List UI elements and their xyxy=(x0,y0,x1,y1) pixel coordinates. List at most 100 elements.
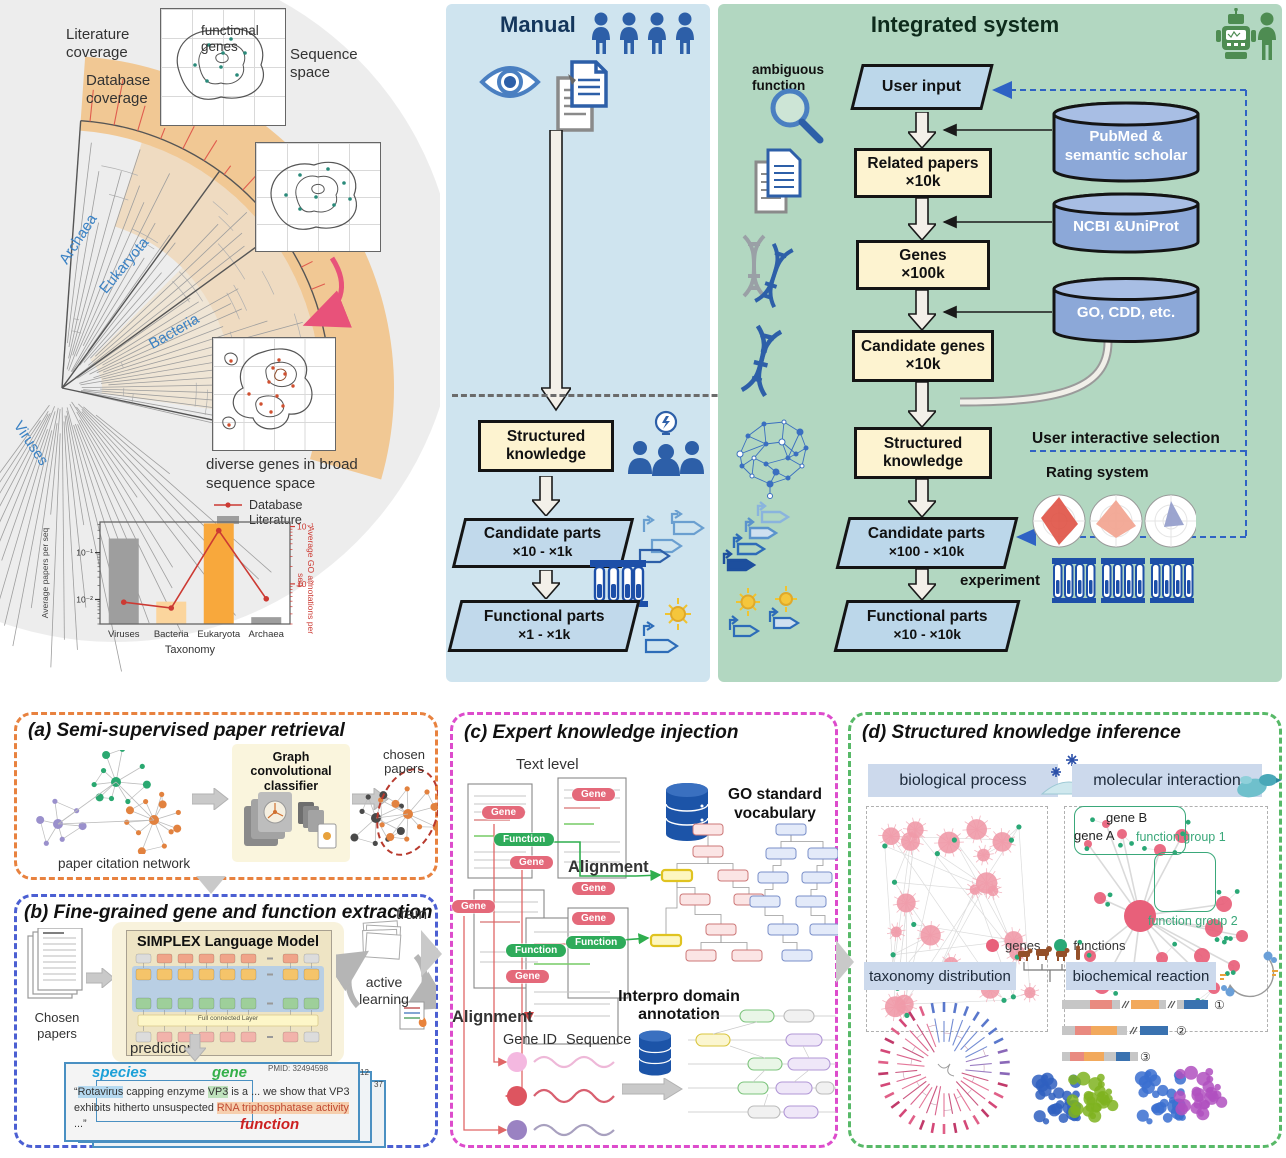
function-group-1-label: function group 1 xyxy=(1136,830,1226,844)
gene-pill: Gene xyxy=(506,970,550,983)
flow-arrow xyxy=(908,290,936,330)
gene-pill: Gene xyxy=(510,856,554,869)
manual-candidate-parts-label: Candidate parts xyxy=(484,524,602,542)
reaction-number-1: ① xyxy=(1214,998,1225,1012)
function-pill: Function xyxy=(506,944,567,957)
svg-text:10⁻¹: 10⁻¹ xyxy=(297,522,314,532)
go-db-label: GO, CDD, etc. xyxy=(1076,304,1176,321)
alignment-down-arrow xyxy=(524,1012,534,1022)
database-icon xyxy=(638,1030,672,1076)
candidate-genes-label: Candidate genes xyxy=(860,337,986,355)
svg-text:10⁻²: 10⁻² xyxy=(76,594,93,604)
protein-structure-1 xyxy=(1031,1071,1119,1125)
domain-annotation-graphic xyxy=(688,1009,836,1119)
gene-cluster-bars xyxy=(1062,1000,1208,1061)
quote-text: “Rotavirus capping enzyme VP3 is a ... w… xyxy=(74,1084,352,1133)
quote-mid1: capping enzyme xyxy=(123,1086,208,1098)
classifier-box: Graph convolutional classifier xyxy=(232,744,350,862)
gray-chevron-right xyxy=(421,930,442,977)
related-papers-label: Related papers xyxy=(867,154,979,172)
related-papers-count: ×10k xyxy=(905,173,941,190)
literature-coverage-label: Literature coverage xyxy=(66,26,130,61)
interpro-label: Interpro domain annotation xyxy=(618,988,740,1024)
function-tag: function xyxy=(240,1116,300,1133)
rating-system-label: Rating system xyxy=(1046,464,1149,481)
manual-functional-parts-label: Functional parts xyxy=(483,607,605,625)
gene-pill: Gene xyxy=(572,788,616,801)
svg-text:Bacteria: Bacteria xyxy=(154,629,190,640)
y-axis-label-right: Average GO annotations per seq xyxy=(296,525,316,635)
legend-database-label: Database xyxy=(249,497,303,512)
manual-functional-parts-box: Functional parts ×1 - ×1k xyxy=(447,600,641,652)
panel-c-title: (c) Expert knowledge injection xyxy=(464,722,739,743)
literature-bar-swatch xyxy=(217,515,239,524)
quote-mid2: is a ... we show that VP3 exhibits hithe… xyxy=(74,1086,350,1115)
y-axis-label-left: Average papers per seq xyxy=(40,527,50,619)
genes-count: ×100k xyxy=(901,265,945,282)
molecular-interaction-label: molecular interaction xyxy=(1093,771,1241,789)
classifier-label: Graph convolutional classifier xyxy=(250,750,332,793)
molecule-bird-icon xyxy=(1237,774,1282,798)
fc-layer-label: Full connected Layer xyxy=(197,1015,259,1022)
functional-genes-label: functional genes xyxy=(201,23,259,54)
quote-close: ...” xyxy=(74,1118,87,1131)
ncbi-db-cylinder xyxy=(1052,192,1200,254)
x-axis-label: Taxonomy xyxy=(164,644,216,656)
protein-structure-2 xyxy=(1134,1065,1228,1125)
function-group-2-label: function group 2 xyxy=(1148,914,1238,928)
taxonomy-distribution-bar: taxonomy distribution xyxy=(864,962,1016,990)
gene-pill: Gene xyxy=(482,806,526,819)
ncbi-db-label: NCBI &UniProt xyxy=(1073,218,1179,235)
gene-highlight: VP3 xyxy=(207,1086,229,1098)
user-interactive-selection-label: User interactive selection xyxy=(1032,430,1220,447)
text-level-label: Text level xyxy=(516,756,579,773)
related-papers-box: Related papers ×10k xyxy=(854,148,992,198)
gray-chevron-down xyxy=(196,876,226,894)
sequence-space-box-1: functional genes xyxy=(160,8,286,126)
taxonomy-circular-tree xyxy=(878,1002,1010,1134)
sequence-space-box-2 xyxy=(255,142,381,252)
cluster-row-1 xyxy=(1062,1000,1208,1009)
rating-radar-charts xyxy=(1032,494,1196,548)
genes-box: Genes ×100k xyxy=(856,240,990,290)
go-vocabulary-label: GO standard vocabulary xyxy=(728,786,822,822)
functions-dot xyxy=(1054,939,1068,952)
database-line-swatch xyxy=(214,501,242,508)
sequence-header: Sequence xyxy=(566,1032,632,1048)
flow-arrow xyxy=(908,112,936,148)
genes-label: Genes xyxy=(899,246,947,264)
biological-process-bar: biological process xyxy=(868,764,1058,797)
classifier-layers-graphic xyxy=(244,792,337,849)
candidate-genes-count: ×10k xyxy=(905,356,941,373)
gray-chevron-right xyxy=(836,940,854,983)
go-db-cylinder xyxy=(1052,277,1200,343)
panel-d-title: (d) Structured knowledge inference xyxy=(862,722,1181,743)
sun-gene-icon xyxy=(642,598,691,654)
four-people-icon xyxy=(592,12,694,54)
parts-cascade-icon xyxy=(722,501,791,572)
magnifier-icon xyxy=(770,88,824,144)
pubmed-db-cylinder xyxy=(1052,101,1200,183)
integrated-candidate-parts-box: Candidate parts ×100 - ×10k xyxy=(835,517,1019,569)
taxonomy-bar-chart: Viruses Bacteria Eukaryota Archaea 10⁻¹ 10⁻¹ 1… xyxy=(76,521,314,640)
paper-citation-network-label: paper citation network xyxy=(58,856,191,871)
alignment-go-label: Alignment xyxy=(568,858,649,876)
svg-text:Viruses: Viruses xyxy=(108,629,140,640)
integrated-structured-knowledge-label: Structured knowledge xyxy=(882,434,964,470)
active-learning-cycle-graphic xyxy=(336,920,436,1030)
gray-arrow-right xyxy=(86,968,115,988)
pubmed-db-label: PubMed & semantic scholar xyxy=(1064,128,1188,164)
gray-arrow-right xyxy=(622,1078,683,1100)
genes-dot xyxy=(986,939,999,952)
biological-process-network-box xyxy=(866,806,1048,1032)
flow-arrow xyxy=(532,570,560,599)
chosen-papers-label: Chosen papers xyxy=(34,1010,80,1041)
user-input-label: User input xyxy=(882,77,962,95)
knowledge-network-brain-icon xyxy=(736,419,809,499)
animals-phylo-icon xyxy=(1018,945,1080,982)
chosen-papers-callout: chosen papers xyxy=(383,747,425,777)
paper-citation-network-graph xyxy=(36,750,182,854)
pmid-label: PMID: 32494598 xyxy=(268,1064,329,1073)
biochemical-reaction-bar: biochemical reaction xyxy=(1066,962,1216,990)
